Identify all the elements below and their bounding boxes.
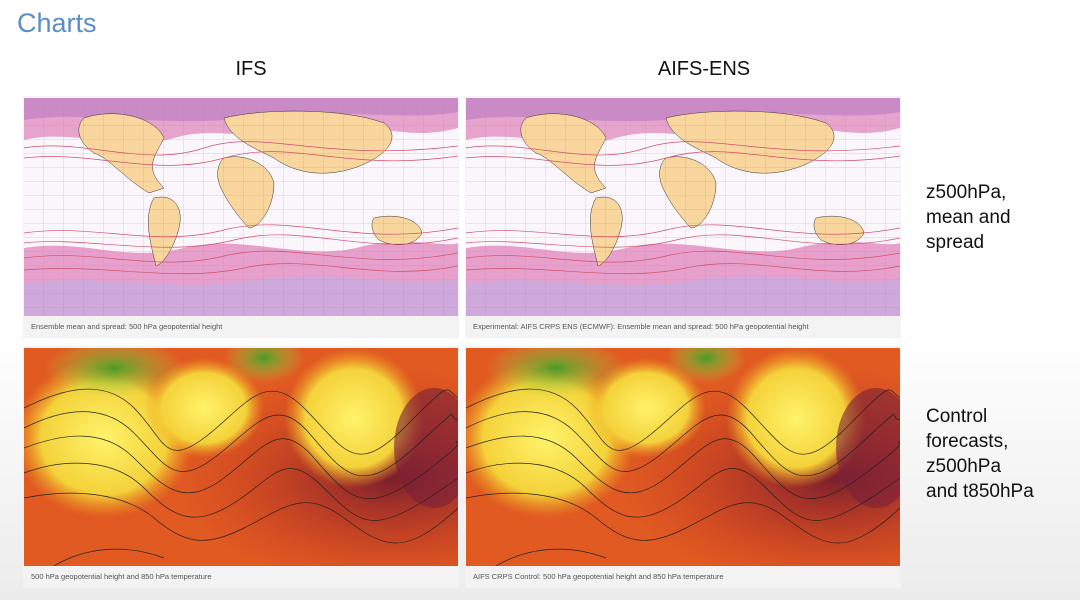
control-map: [466, 348, 900, 566]
row-label-line: Control: [926, 406, 988, 427]
ensemble-map: [466, 98, 900, 316]
chart-panel: Experimental: AIFS CRPS ENS (ECMWF): Ens…: [465, 96, 901, 338]
chart-panel: Ensemble mean and spread: 500 hPa geopot…: [23, 96, 459, 338]
ensemble-map: [24, 98, 458, 316]
row-label-line: forecasts,: [926, 431, 1009, 452]
row-label: Control forecasts, z500hPa and t850hPa: [926, 404, 1034, 504]
caption: Ensemble mean and spread: 500 hPa geopot…: [31, 322, 223, 331]
caption: Experimental: AIFS CRPS ENS (ECMWF): Ens…: [473, 322, 809, 331]
control-map: [24, 348, 458, 566]
column-header: IFS: [235, 58, 267, 80]
caption: AIFS CRPS Control: 500 hPa geopotential …: [473, 572, 724, 581]
row-label: z500hPa, mean and spread: [926, 180, 1011, 255]
slide-title: Charts: [17, 8, 97, 38]
chart-panel: AIFS CRPS Control: 500 hPa geopotential …: [465, 346, 901, 588]
row-label-line: z500hPa,: [926, 182, 1007, 203]
row-label-line: and t850hPa: [926, 481, 1034, 502]
row-label-line: mean and: [926, 207, 1011, 228]
row-label-line: z500hPa: [926, 456, 1002, 477]
caption: 500 hPa geopotential height and 850 hPa …: [31, 572, 212, 581]
chart-panel: 500 hPa geopotential height and 850 hPa …: [23, 346, 459, 588]
row-label-line: spread: [926, 232, 985, 253]
column-header: AIFS-ENS: [657, 58, 751, 80]
